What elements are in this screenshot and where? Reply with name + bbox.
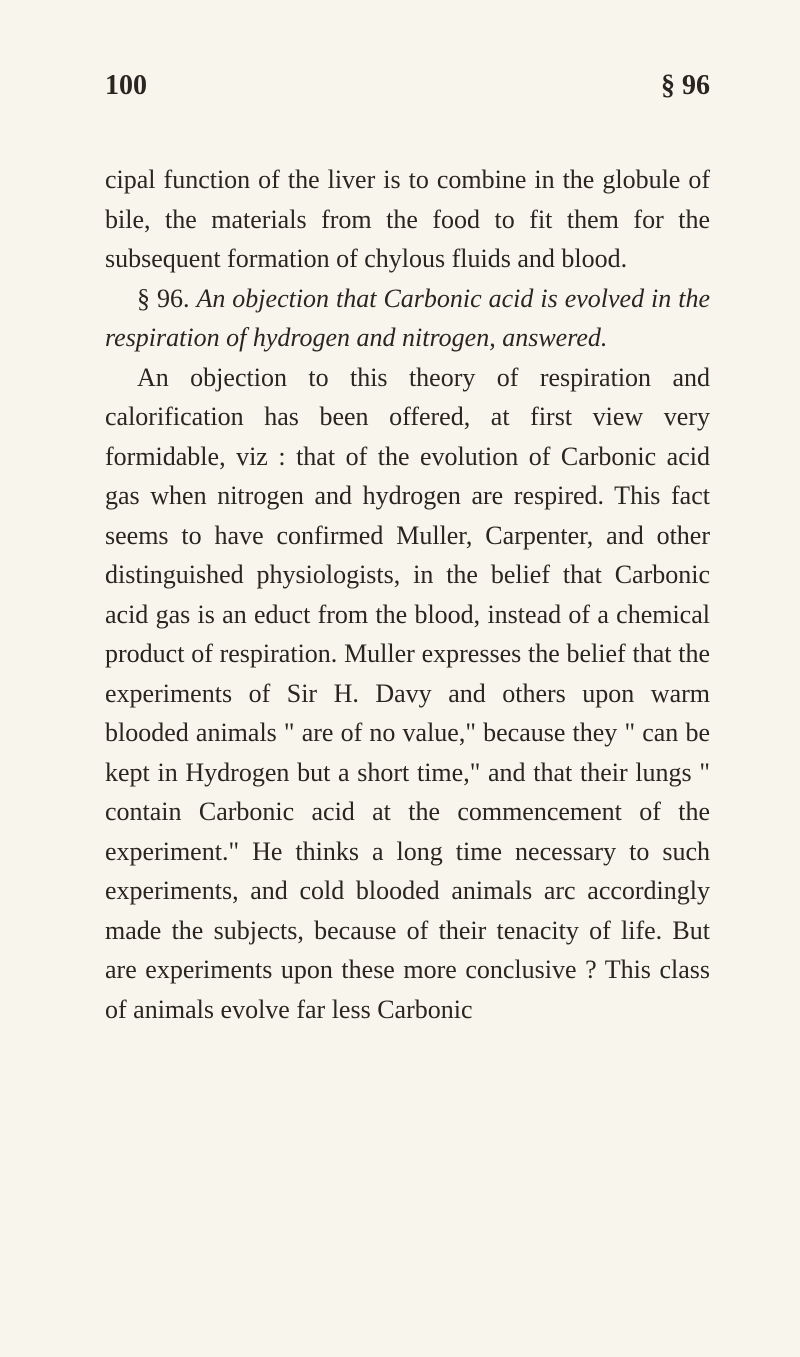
paragraph-main: An objection to this theory of respirati… [105,358,710,1030]
body-text: cipal function of the liver is to combin… [105,160,710,1029]
section-number: § 96. [137,284,196,313]
page-number: 100 [105,70,147,102]
section-title-italic: An objection that Carbonic acid is evolv… [105,284,710,353]
paragraph-continued: cipal function of the liver is to combin… [105,160,710,279]
page-header: 100 § 96 [105,70,710,102]
section-heading: § 96. An objection that Carbonic acid is… [105,279,710,358]
document-page: 100 § 96 cipal function of the liver is … [0,0,800,1089]
section-reference: § 96 [661,70,710,102]
